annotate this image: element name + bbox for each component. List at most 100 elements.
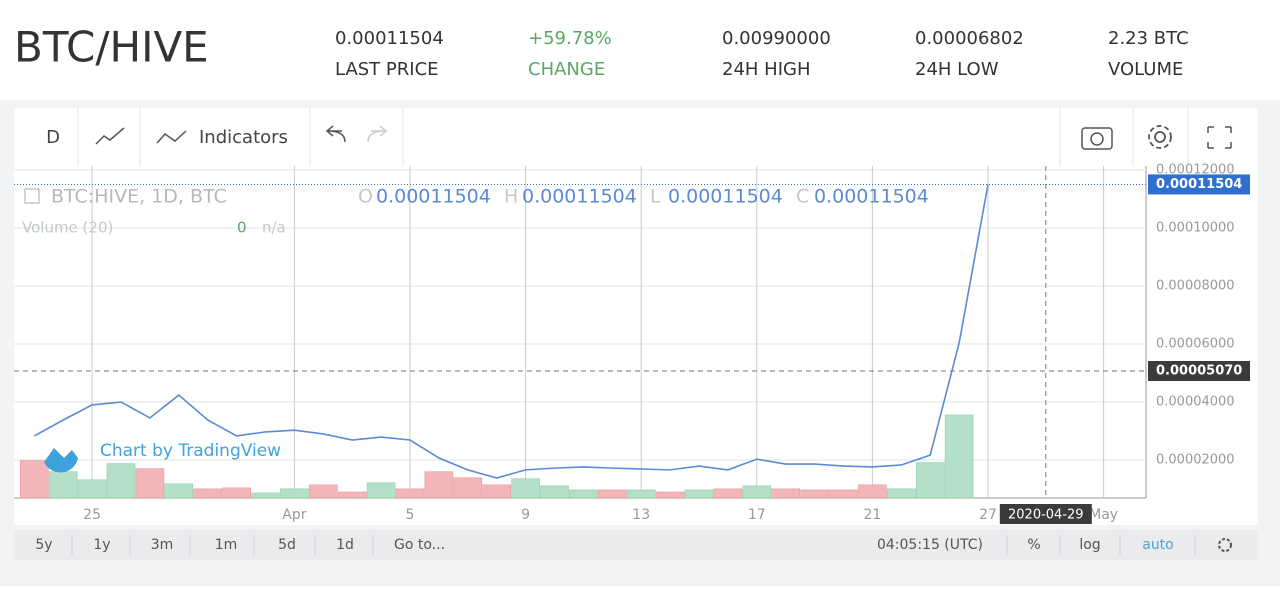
collapse-icon bbox=[24, 188, 40, 204]
volume-bar bbox=[511, 478, 540, 498]
crosshair-price-label: 0.00005070 bbox=[1156, 363, 1242, 378]
volume-bar bbox=[684, 489, 714, 498]
undo-button[interactable] bbox=[325, 125, 346, 143]
percent-button[interactable]: % bbox=[1027, 537, 1040, 553]
volume-bar bbox=[424, 471, 454, 498]
volume-bar bbox=[944, 414, 974, 498]
range-button[interactable]: 5y bbox=[35, 537, 52, 553]
x-tick-label: May bbox=[1089, 507, 1118, 523]
volume-bar bbox=[540, 485, 569, 498]
x-tick-label: 13 bbox=[632, 507, 650, 523]
bottom-bar bbox=[14, 530, 1258, 560]
range-button[interactable]: 5d bbox=[278, 537, 296, 553]
volume-bar bbox=[135, 468, 165, 498]
volume-bar bbox=[771, 488, 801, 498]
y-tick-label: 0.00006000 bbox=[1156, 337, 1235, 352]
volume-bar bbox=[597, 489, 627, 498]
volume-bar bbox=[77, 479, 107, 498]
volume-bar bbox=[453, 477, 483, 498]
x-tick-label: 5 bbox=[406, 507, 415, 523]
volume-bar bbox=[829, 489, 858, 498]
bottom-settings-button[interactable] bbox=[1218, 538, 1232, 552]
chart-area bbox=[14, 166, 1258, 525]
x-tick-label: 27 bbox=[979, 507, 997, 523]
indicators-icon bbox=[156, 130, 187, 144]
y-tick-label: 0.00010000 bbox=[1156, 221, 1235, 236]
pair-title: BTC/HIVE bbox=[14, 23, 209, 72]
volume-bar bbox=[337, 491, 367, 498]
price-line bbox=[33, 184, 989, 479]
settings-button[interactable] bbox=[1148, 125, 1172, 149]
range-button[interactable]: 1y bbox=[93, 537, 110, 553]
range-button[interactable]: 3m bbox=[151, 537, 174, 553]
indicators-button[interactable]: Indicators bbox=[199, 127, 288, 148]
watermark: Chart by TradingView bbox=[100, 441, 281, 461]
goto-button[interactable]: Go to... bbox=[394, 537, 445, 553]
ohlc-value: 0.00011504 bbox=[522, 186, 637, 208]
crosshair-date-tag bbox=[999, 504, 1092, 524]
volume-bar bbox=[48, 471, 78, 498]
symbol-legend: BTC:HIVE, 1D, BTC bbox=[51, 186, 227, 208]
stat-label: CHANGE bbox=[528, 59, 605, 80]
y-tick-label: 0.00012000 bbox=[1156, 163, 1235, 178]
ohlc-key: O bbox=[358, 186, 373, 208]
auto-button[interactable]: auto bbox=[1142, 537, 1174, 553]
volume-bar bbox=[742, 485, 772, 498]
ohlc-value: 0.00011504 bbox=[376, 186, 491, 208]
volume-bar bbox=[713, 488, 743, 498]
volume-bar bbox=[366, 482, 396, 498]
ohlc-value: 0.00011504 bbox=[814, 186, 929, 208]
y-tick-label: 0.00002000 bbox=[1156, 453, 1235, 468]
volume-bar bbox=[395, 488, 425, 498]
interval-button[interactable]: D bbox=[46, 127, 60, 148]
range-button[interactable]: 1d bbox=[336, 537, 354, 553]
volume-bar bbox=[222, 487, 251, 498]
y-tick-label: 0.00008000 bbox=[1156, 279, 1235, 294]
crosshair-price-tag bbox=[1148, 360, 1250, 381]
stat-label: 24H HIGH bbox=[722, 59, 811, 80]
toolbar bbox=[14, 108, 1258, 166]
volume-legend-value: 0 bbox=[237, 219, 247, 237]
x-tick-label: Apr bbox=[282, 507, 306, 523]
volume-bar bbox=[800, 489, 829, 498]
snapshot-button[interactable] bbox=[1081, 127, 1113, 150]
last-price-tag bbox=[1148, 174, 1250, 195]
range-button[interactable]: 1m bbox=[215, 537, 238, 553]
volume-bar bbox=[308, 484, 338, 498]
volume-bar bbox=[482, 484, 512, 498]
log-button[interactable]: log bbox=[1079, 537, 1100, 553]
x-tick-label: 17 bbox=[748, 507, 766, 523]
fullscreen-button[interactable] bbox=[1207, 126, 1232, 149]
chart-style-button[interactable] bbox=[95, 127, 125, 145]
volume-bar bbox=[251, 492, 280, 498]
x-tick-label: 9 bbox=[521, 507, 530, 523]
stat-value: 2.23 BTC bbox=[1108, 28, 1189, 49]
plot bbox=[14, 166, 1146, 498]
x-tick-label: 21 bbox=[863, 507, 881, 523]
crosshair-date-label: 2020-04-29 bbox=[1008, 508, 1084, 523]
volume-bar bbox=[858, 484, 887, 498]
volume-bar bbox=[280, 488, 309, 498]
stat-label: 24H LOW bbox=[915, 59, 999, 80]
volume-bar bbox=[915, 462, 945, 498]
last-price-label: 0.00011504 bbox=[1156, 177, 1242, 192]
volume-bar bbox=[106, 463, 136, 498]
volume-bar bbox=[164, 483, 194, 498]
ohlc-value: 0.00011504 bbox=[668, 186, 783, 208]
stat-value: +59.78% bbox=[528, 28, 612, 49]
ohlc-key: H bbox=[504, 186, 518, 208]
stat-value: 0.00990000 bbox=[722, 28, 831, 49]
stat-label: LAST PRICE bbox=[335, 59, 439, 80]
redo-button[interactable] bbox=[367, 125, 388, 143]
clock: 04:05:15 (UTC) bbox=[877, 537, 983, 553]
ohlc-key: L bbox=[650, 186, 661, 208]
toolbar-separators bbox=[77, 108, 1189, 166]
y-tick-label: 0.00004000 bbox=[1156, 395, 1235, 410]
volume-bar bbox=[193, 488, 222, 498]
x-tick-label: 25 bbox=[83, 507, 101, 523]
volume-legend-extra: n/a bbox=[262, 219, 286, 237]
watermark-logo bbox=[44, 448, 78, 473]
volume-legend: Volume (20) bbox=[22, 219, 113, 237]
